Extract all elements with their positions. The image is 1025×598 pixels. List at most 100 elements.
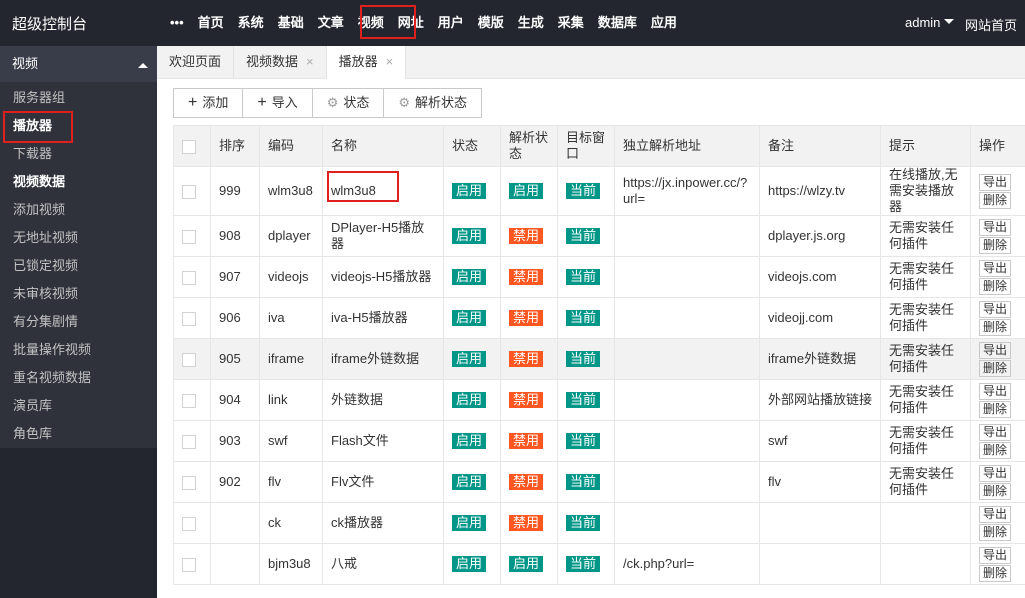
sidebar-item[interactable]: 未审核视频 — [13, 286, 79, 301]
checkbox[interactable] — [182, 475, 196, 490]
sidebar-item[interactable]: 播放器 — [13, 118, 53, 133]
checkbox[interactable] — [182, 311, 196, 326]
status-badge[interactable]: 禁用 — [509, 351, 544, 367]
action-button[interactable]: 删除 — [979, 441, 1011, 459]
nav-item[interactable]: 系统 — [237, 15, 264, 30]
action-button[interactable]: 删除 — [979, 400, 1011, 418]
site-link[interactable]: 网站首页 — [965, 18, 1018, 33]
action-button[interactable]: 删除 — [979, 359, 1011, 377]
cell: 启用 — [443, 543, 501, 585]
nav-item[interactable]: 首页 — [197, 15, 224, 30]
status-badge[interactable]: 启用 — [452, 183, 487, 199]
status-badge[interactable]: 启用 — [452, 310, 487, 326]
status-badge[interactable]: 启用 — [452, 515, 487, 531]
status-badge[interactable]: 禁用 — [509, 392, 544, 408]
toolbar-button[interactable]: 导入 — [242, 88, 313, 118]
sidebar-item[interactable]: 服务器组 — [13, 90, 66, 105]
status-badge[interactable]: 启用 — [509, 183, 544, 199]
checkbox[interactable] — [182, 557, 196, 572]
checkbox[interactable] — [182, 139, 196, 154]
status-badge[interactable]: 启用 — [452, 556, 487, 572]
status-badge[interactable]: 禁用 — [509, 515, 544, 531]
status-badge[interactable]: 当前 — [566, 310, 601, 326]
status-badge[interactable]: 启用 — [452, 351, 487, 367]
checkbox[interactable] — [182, 393, 196, 408]
status-badge[interactable]: 当前 — [566, 228, 601, 244]
sidebar-title[interactable]: 视频 — [0, 46, 157, 82]
nav-item[interactable]: 模版 — [477, 15, 504, 30]
status-badge[interactable]: 禁用 — [509, 228, 544, 244]
sidebar-item[interactable]: 视频数据 — [13, 174, 66, 189]
action-button[interactable]: 导出 — [979, 218, 1011, 236]
sidebar-item[interactable]: 角色库 — [13, 426, 53, 441]
toolbar-button[interactable]: 状态 — [311, 88, 385, 118]
cell — [173, 256, 211, 298]
action-button[interactable]: 导出 — [979, 341, 1011, 359]
action-button[interactable]: 导出 — [979, 300, 1011, 318]
status-badge[interactable]: 启用 — [509, 556, 544, 572]
checkbox[interactable] — [182, 270, 196, 285]
status-badge[interactable]: 启用 — [452, 269, 487, 285]
cell: 启用 — [500, 543, 558, 585]
action-button[interactable]: 删除 — [979, 523, 1011, 541]
checkbox[interactable] — [182, 434, 196, 449]
toolbar-button[interactable]: 添加 — [173, 88, 244, 118]
status-badge[interactable]: 启用 — [452, 228, 487, 244]
checkbox[interactable] — [182, 229, 196, 244]
action-button[interactable]: 删除 — [979, 318, 1011, 336]
action-button[interactable]: 导出 — [979, 464, 1011, 482]
status-badge[interactable]: 当前 — [566, 269, 601, 285]
nav-item[interactable]: 网址 — [397, 15, 424, 30]
nav-item[interactable]: 视频 — [357, 15, 384, 30]
status-badge[interactable]: 禁用 — [509, 433, 544, 449]
sidebar-item[interactable]: 演员库 — [13, 398, 53, 413]
checkbox[interactable] — [182, 352, 196, 367]
sidebar-item[interactable]: 添加视频 — [13, 202, 66, 217]
status-badge[interactable]: 启用 — [452, 474, 487, 490]
tab[interactable]: 视频数据 — [234, 46, 327, 78]
status-badge[interactable]: 当前 — [566, 392, 601, 408]
nav-item[interactable]: 采集 — [557, 15, 584, 30]
action-button[interactable]: 删除 — [979, 564, 1011, 582]
status-badge[interactable]: 启用 — [452, 392, 487, 408]
sidebar-item[interactable]: 已锁定视频 — [13, 258, 79, 273]
status-badge[interactable]: 启用 — [452, 433, 487, 449]
action-button[interactable]: 导出 — [979, 259, 1011, 277]
sidebar-item[interactable]: 下载器 — [13, 146, 53, 161]
status-badge[interactable]: 当前 — [566, 515, 601, 531]
status-badge[interactable]: 当前 — [566, 433, 601, 449]
sidebar-item[interactable]: 无地址视频 — [13, 230, 79, 245]
sidebar-item[interactable]: 有分集剧情 — [13, 314, 79, 329]
nav-item[interactable]: 应用 — [650, 15, 677, 30]
action-button[interactable]: 导出 — [979, 382, 1011, 400]
action-button[interactable]: 删除 — [979, 482, 1011, 500]
action-button[interactable]: 删除 — [979, 236, 1011, 254]
status-badge[interactable]: 禁用 — [509, 474, 544, 490]
status-badge[interactable]: 当前 — [566, 351, 601, 367]
nav-item[interactable]: 用户 — [437, 15, 464, 30]
user-menu[interactable]: admin — [905, 15, 954, 30]
toolbar-button[interactable]: 解析状态 — [383, 88, 483, 118]
action-button[interactable]: 删除 — [979, 191, 1011, 209]
action-button[interactable]: 删除 — [979, 277, 1011, 295]
nav-item[interactable]: 基础 — [277, 15, 304, 30]
sidebar-item[interactable]: 批量操作视频 — [13, 342, 92, 357]
status-badge[interactable]: 当前 — [566, 556, 601, 572]
nav-item[interactable]: 文章 — [317, 15, 344, 30]
status-badge[interactable]: 当前 — [566, 474, 601, 490]
nav-item[interactable]: 数据库 — [597, 15, 637, 30]
status-badge[interactable]: 禁用 — [509, 269, 544, 285]
checkbox[interactable] — [182, 184, 196, 199]
sidebar-item[interactable]: 重名视频数据 — [13, 370, 92, 385]
tab[interactable]: 欢迎页面 — [157, 46, 235, 78]
tab[interactable]: 播放器 — [326, 46, 407, 79]
status-badge[interactable]: 当前 — [566, 183, 601, 199]
action-button[interactable]: 导出 — [979, 423, 1011, 441]
action-button[interactable]: 导出 — [979, 505, 1011, 523]
action-button[interactable]: 导出 — [979, 546, 1011, 564]
nav-item[interactable]: ••• — [170, 15, 184, 30]
status-badge[interactable]: 禁用 — [509, 310, 544, 326]
nav-item[interactable]: 生成 — [517, 15, 544, 30]
checkbox[interactable] — [182, 516, 196, 531]
action-button[interactable]: 导出 — [979, 173, 1011, 191]
